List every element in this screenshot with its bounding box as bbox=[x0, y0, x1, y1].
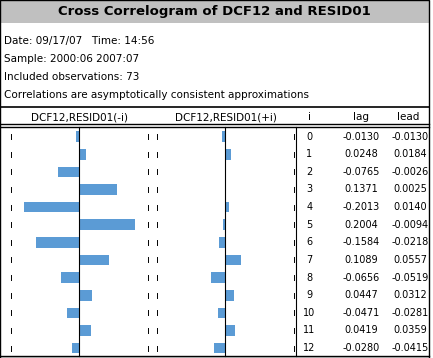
Text: -0.2013: -0.2013 bbox=[342, 202, 379, 212]
Text: -0.0281: -0.0281 bbox=[391, 308, 429, 318]
Text: 0.2004: 0.2004 bbox=[344, 220, 378, 230]
Bar bbox=[79, 219, 135, 230]
Text: 7: 7 bbox=[306, 255, 312, 265]
Text: lag: lag bbox=[353, 112, 369, 122]
Text: 3: 3 bbox=[306, 184, 312, 194]
Text: Included observations: 73: Included observations: 73 bbox=[4, 72, 140, 82]
Text: -0.0280: -0.0280 bbox=[342, 343, 379, 353]
Text: 1: 1 bbox=[306, 149, 312, 159]
Bar bbox=[220, 237, 226, 248]
Text: -0.0094: -0.0094 bbox=[391, 220, 429, 230]
Bar bbox=[226, 149, 230, 160]
Text: 0.1371: 0.1371 bbox=[344, 184, 378, 194]
Text: 0.0419: 0.0419 bbox=[344, 325, 378, 335]
Text: -0.0415: -0.0415 bbox=[391, 343, 429, 353]
Text: DCF12,RESID01(-i): DCF12,RESID01(-i) bbox=[31, 112, 128, 122]
Bar bbox=[61, 272, 79, 283]
Text: lead: lead bbox=[397, 112, 419, 122]
Text: 8: 8 bbox=[306, 272, 312, 282]
Bar bbox=[79, 149, 86, 160]
Text: -0.0130: -0.0130 bbox=[342, 132, 379, 142]
Bar bbox=[226, 255, 241, 265]
Bar bbox=[214, 343, 226, 353]
Text: DCF12,RESID01(+i): DCF12,RESID01(+i) bbox=[174, 112, 276, 122]
Text: -0.0026: -0.0026 bbox=[391, 167, 429, 177]
Bar bbox=[76, 131, 79, 142]
Text: 0: 0 bbox=[306, 132, 312, 142]
Text: 0.0184: 0.0184 bbox=[393, 149, 427, 159]
Bar bbox=[226, 290, 234, 300]
Text: -0.0519: -0.0519 bbox=[391, 272, 429, 282]
Text: 11: 11 bbox=[303, 325, 315, 335]
Text: 0.0447: 0.0447 bbox=[344, 290, 378, 300]
Text: -0.0656: -0.0656 bbox=[342, 272, 379, 282]
Bar bbox=[79, 184, 117, 195]
Text: 0.0557: 0.0557 bbox=[393, 255, 427, 265]
Text: Correlations are asymptotically consistent approximations: Correlations are asymptotically consiste… bbox=[4, 90, 309, 100]
Text: 12: 12 bbox=[303, 343, 315, 353]
Text: Sample: 2000:06 2007:07: Sample: 2000:06 2007:07 bbox=[4, 54, 139, 64]
Bar bbox=[79, 325, 91, 336]
Bar bbox=[36, 237, 79, 248]
Bar bbox=[79, 290, 92, 300]
Text: 0.1089: 0.1089 bbox=[344, 255, 378, 265]
Text: Cross Correlogram of DCF12 and RESID01: Cross Correlogram of DCF12 and RESID01 bbox=[58, 5, 371, 18]
Text: 2: 2 bbox=[306, 167, 312, 177]
Text: 6: 6 bbox=[306, 237, 312, 247]
Text: -0.0765: -0.0765 bbox=[342, 167, 379, 177]
Bar bbox=[226, 202, 229, 212]
FancyBboxPatch shape bbox=[0, 0, 430, 23]
Text: 10: 10 bbox=[303, 308, 315, 318]
Text: Date: 09/17/07   Time: 14:56: Date: 09/17/07 Time: 14:56 bbox=[4, 36, 155, 46]
Text: 0.0140: 0.0140 bbox=[393, 202, 427, 212]
Bar bbox=[223, 219, 226, 230]
Bar bbox=[72, 343, 79, 353]
Bar bbox=[222, 131, 226, 142]
Bar bbox=[58, 166, 79, 177]
Bar bbox=[218, 308, 226, 318]
Bar bbox=[211, 272, 226, 283]
Text: -0.0471: -0.0471 bbox=[342, 308, 379, 318]
Bar bbox=[226, 325, 236, 336]
Text: 4: 4 bbox=[306, 202, 312, 212]
Text: i: i bbox=[308, 112, 311, 122]
Text: 0.0312: 0.0312 bbox=[393, 290, 427, 300]
Text: 9: 9 bbox=[306, 290, 312, 300]
Bar bbox=[67, 308, 79, 318]
Text: 0.0248: 0.0248 bbox=[344, 149, 378, 159]
Text: 0.0025: 0.0025 bbox=[393, 184, 427, 194]
Bar bbox=[225, 166, 226, 177]
Text: -0.0218: -0.0218 bbox=[391, 237, 429, 247]
Text: 5: 5 bbox=[306, 220, 312, 230]
Text: 0.0359: 0.0359 bbox=[393, 325, 427, 335]
Text: -0.0130: -0.0130 bbox=[391, 132, 429, 142]
Bar bbox=[24, 202, 79, 212]
Text: -0.1584: -0.1584 bbox=[342, 237, 379, 247]
Bar bbox=[79, 255, 110, 265]
